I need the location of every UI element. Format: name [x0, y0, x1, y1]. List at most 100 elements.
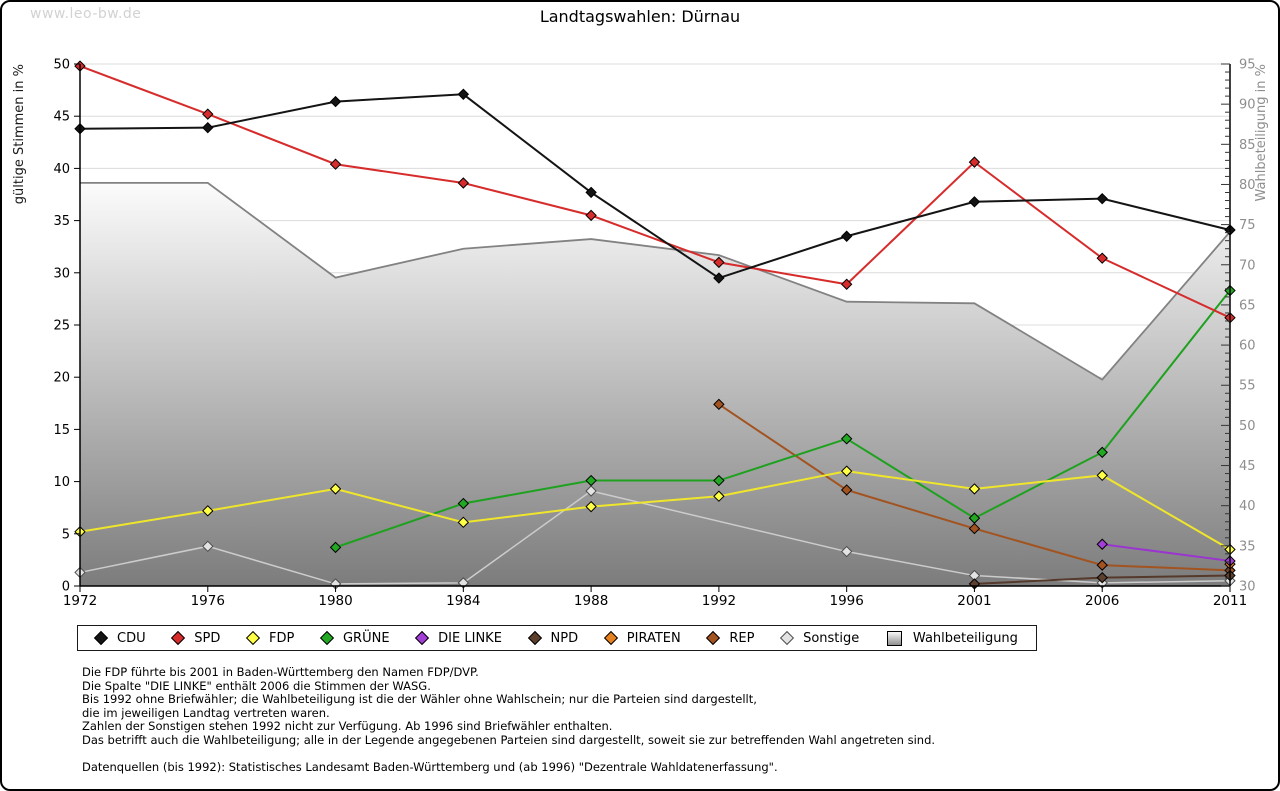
page-title: Landtagswahlen: Dürnau [539, 7, 741, 26]
data-point-rep [968, 522, 981, 535]
data-point-spd [457, 177, 470, 189]
data-point-rep [1096, 559, 1108, 571]
legend-label: PIRATEN [626, 630, 681, 646]
series-line-fdp [79, 470, 1231, 551]
right-tick-label: 60 [1239, 339, 1256, 354]
legend-diamond-icon [245, 630, 261, 646]
x-tick-label: 1976 [191, 593, 225, 609]
footnote-line: Die Spalte "DIE LINKE" enthält 2006 die … [82, 678, 431, 693]
left-axis-label: gültige Stimmen in % [12, 64, 27, 205]
data-point-cdu [840, 230, 853, 242]
legend-item-npd: NPD [527, 630, 579, 646]
right-tick-label: 80 [1239, 178, 1256, 193]
right-tick-label: 65 [1239, 298, 1256, 313]
series-line-gr-ne [335, 289, 1231, 549]
data-point-sonstige [202, 540, 214, 553]
series-line-cdu [79, 93, 1231, 280]
right-tick-label: 50 [1239, 419, 1256, 434]
legend-label: DIE LINKE [438, 630, 502, 646]
legend-item-gr-ne: GRÜNE [319, 630, 390, 646]
left-tick-label: 0 [62, 580, 70, 595]
data-point-cdu [202, 121, 214, 134]
right-tick-label: 95 [1239, 58, 1256, 73]
data-point-fdp [202, 505, 214, 517]
axes: 0 5 10 15 20 25 30 35 40 45 50 30 35 40 45 50 55 60 65 70 75… [53, 58, 1255, 610]
data-point-cdu [713, 272, 725, 284]
legend-square-icon [886, 630, 902, 646]
left-tick-label: 10 [53, 475, 70, 490]
left-tick-label: 15 [53, 423, 70, 438]
x-tick-label: 1972 [63, 593, 97, 609]
right-tick-label: 70 [1239, 258, 1256, 273]
legend-item-piraten: PIRATEN [603, 630, 681, 646]
watermark: www.leo-bw.de [30, 6, 142, 22]
data-point-cdu [457, 88, 470, 100]
left-tick-label: 30 [53, 266, 70, 281]
legend-item-wahlbeteiligung: Wahlbeteiligung [886, 630, 1018, 646]
legend-diamond-icon [93, 630, 109, 646]
series-line-spd [79, 65, 1231, 319]
footnote-line: Bis 1992 ohne Briefwähler; die Wahlbetei… [82, 692, 757, 706]
series-cdu [74, 88, 1236, 284]
wahlbeteiligung-outline [80, 181, 1231, 381]
x-tick-label: 1996 [829, 593, 863, 609]
data-point-gr-ne [840, 433, 853, 445]
data-point-fdp [1096, 469, 1108, 482]
legend-label: GRÜNE [342, 630, 390, 646]
data-point-gr-ne [1096, 446, 1108, 459]
legend-diamond-icon [706, 630, 721, 646]
data-point-gr-ne [457, 497, 470, 510]
right-tick-label: 85 [1239, 138, 1256, 153]
footnote-line: Datenquellen (bis 1992): Statistisches L… [82, 759, 778, 774]
legend-diamond-icon [319, 630, 335, 646]
legend-label: CDU [117, 630, 146, 646]
right-tick-label: 75 [1239, 218, 1256, 233]
data-point-gr-ne [585, 474, 597, 487]
right-axis-label: Wahlbeteiligung in % [1254, 64, 1269, 202]
legend-label: FDP [269, 630, 295, 646]
right-tick-label: 55 [1239, 379, 1256, 394]
data-point-cdu [968, 196, 981, 208]
left-tick-label: 35 [53, 214, 70, 229]
data-point-fdp [585, 500, 597, 513]
data-point-fdp [713, 490, 725, 502]
legend-label: Sonstige [803, 630, 860, 646]
legend-item-fdp: FDP [245, 630, 295, 646]
legend-diamond-icon [527, 630, 542, 646]
footnote-spacer [82, 747, 935, 761]
left-tick-label: 50 [53, 58, 70, 73]
legend-diamond-icon [780, 630, 795, 646]
data-point-cdu [585, 186, 597, 199]
data-point-fdp [329, 483, 342, 495]
data-point-spd [713, 256, 725, 269]
data-point-gr-ne [968, 512, 981, 524]
legend-diamond-icon [603, 630, 618, 646]
left-tick-label: 40 [53, 162, 70, 177]
data-point-rep [840, 484, 853, 496]
series-line-die-linke [1102, 543, 1231, 562]
left-tick-label: 20 [53, 371, 70, 386]
series-gr-ne [329, 284, 1236, 554]
footnote-line: Das betrifft auch die Wahlbeteiligung; a… [82, 732, 936, 747]
legend: CDU SPD FDP GRÜNE DIE LINKE NPD PIRATEN REP Sons… [77, 625, 1037, 651]
x-tick-label: 2011 [1213, 593, 1247, 609]
legend-label: NPD [550, 630, 579, 646]
legend-item-rep: REP [706, 630, 755, 646]
x-tick-label: 2006 [1085, 593, 1119, 609]
data-point-spd [840, 278, 853, 290]
data-point-rep [713, 398, 725, 411]
right-tick-label: 35 [1239, 539, 1256, 554]
data-point-fdp [840, 465, 853, 477]
data-point-cdu [329, 95, 342, 108]
legend-diamond-icon [171, 630, 186, 646]
legend-label: SPD [194, 630, 221, 646]
legend-diamond-icon [415, 630, 430, 646]
data-point-fdp [968, 483, 981, 495]
data-point-spd [585, 209, 597, 222]
footnotes: Die FDP führte bis 2001 in Baden-Württem… [82, 665, 936, 774]
data-point-spd [1096, 252, 1108, 264]
legend-label: REP [729, 630, 755, 646]
legend-label: Wahlbeteiligung [912, 630, 1018, 646]
